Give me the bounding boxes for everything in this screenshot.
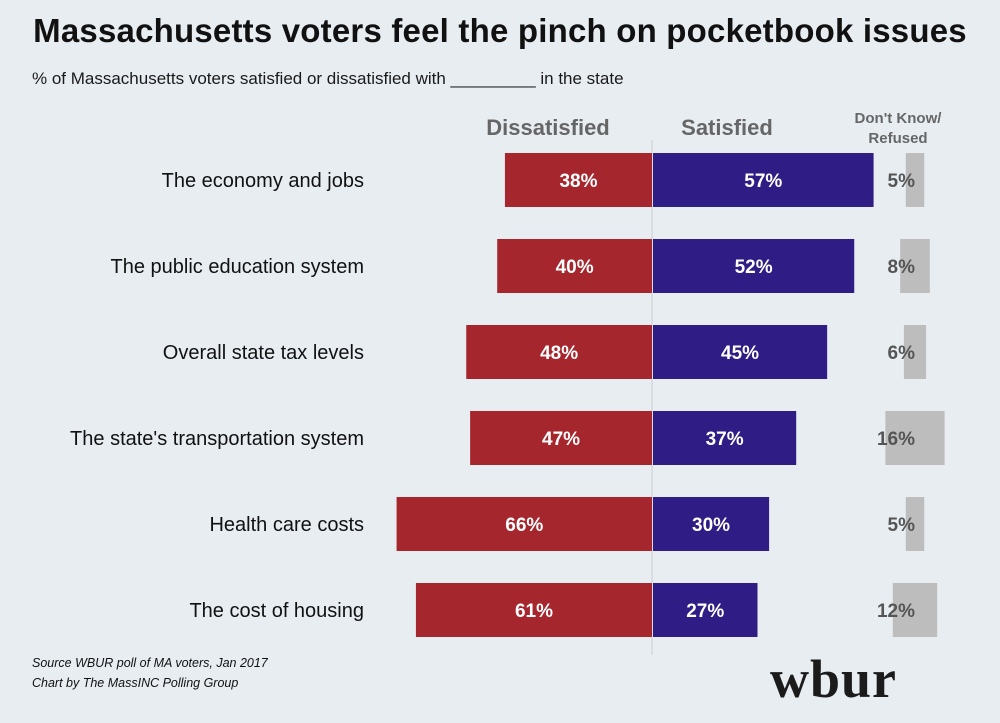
header-dont-know-line1: Don't Know/ (855, 110, 943, 127)
chart-title: Massachusetts voters feel the pinch on p… (33, 12, 967, 49)
bar-dont-know (905, 497, 925, 551)
label-dissatisfied: 38% (559, 171, 597, 192)
source-note: Source WBUR poll of MA voters, Jan 2017 (32, 656, 268, 670)
bar-dissatisfied (396, 497, 652, 551)
category-label: The public education system (111, 256, 364, 278)
bar-dont-know (905, 153, 925, 207)
category-label: Overall state tax levels (163, 342, 364, 364)
label-satisfied: 37% (706, 429, 744, 450)
category-label: The state's transportation system (70, 428, 364, 450)
bar-dissatisfied (415, 583, 652, 637)
label-satisfied: 52% (735, 257, 773, 278)
label-satisfied: 30% (692, 515, 730, 536)
label-satisfied: 45% (721, 343, 759, 364)
bar-satisfied (653, 583, 758, 637)
label-satisfied: 27% (686, 601, 724, 622)
bar-dont-know (885, 411, 945, 465)
category-label: Health care costs (209, 514, 364, 536)
wbur-logo: wbur (770, 649, 898, 709)
bar-satisfied (653, 153, 874, 207)
bar-satisfied (653, 497, 770, 551)
bar-satisfied (653, 239, 855, 293)
label-dont-know: 5% (888, 515, 916, 536)
bar-dont-know (900, 239, 930, 293)
label-dissatisfied: 48% (540, 343, 578, 364)
header-dont-know-line2: Refused (868, 130, 927, 147)
category-label: The cost of housing (189, 600, 364, 622)
label-satisfied: 57% (744, 171, 782, 192)
bar-dissatisfied (504, 153, 652, 207)
label-dont-know: 8% (888, 257, 916, 278)
category-label: The economy and jobs (162, 170, 364, 192)
credit-note: Chart by The MassINC Polling Group (32, 676, 239, 690)
label-dont-know: 12% (877, 601, 915, 622)
bar-dont-know (892, 583, 938, 637)
bar-dissatisfied (470, 411, 652, 465)
label-dissatisfied: 61% (515, 601, 553, 622)
label-dont-know: 16% (877, 429, 915, 450)
header-satisfied: Satisfied (681, 115, 773, 140)
bar-dissatisfied (466, 325, 652, 379)
chart-subtitle: % of Massachusetts voters satisfied or d… (32, 69, 624, 88)
label-dissatisfied: 47% (542, 429, 580, 450)
label-dissatisfied: 66% (505, 515, 543, 536)
bar-dissatisfied (497, 239, 652, 293)
label-dissatisfied: 40% (556, 257, 594, 278)
label-dont-know: 6% (888, 343, 916, 364)
label-dont-know: 5% (888, 171, 916, 192)
bar-satisfied (653, 411, 797, 465)
header-dissatisfied: Dissatisfied (486, 115, 610, 140)
bar-satisfied (653, 325, 828, 379)
bar-dont-know (903, 325, 927, 379)
